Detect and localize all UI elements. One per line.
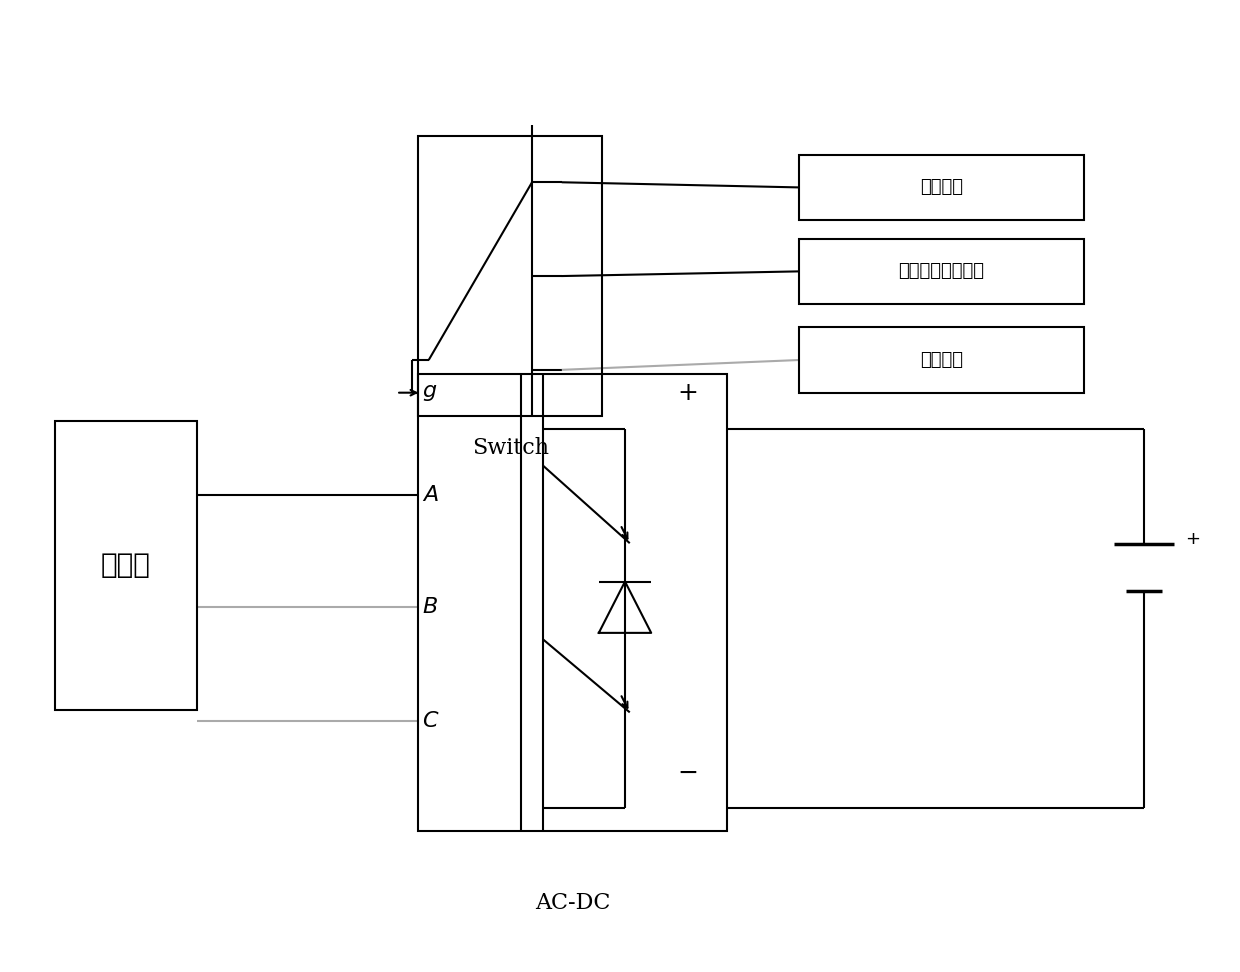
Bar xyxy=(55,421,197,710)
Text: 控制策略切换信号: 控制策略切换信号 xyxy=(899,262,985,280)
Text: $C$: $C$ xyxy=(423,712,440,731)
Bar xyxy=(418,374,727,831)
Bar xyxy=(799,328,1084,393)
Text: +: + xyxy=(1185,530,1200,548)
Text: 下垂控制: 下垂控制 xyxy=(920,351,963,369)
Bar xyxy=(799,155,1084,220)
Text: $g$: $g$ xyxy=(423,383,438,402)
Bar xyxy=(418,136,603,416)
Text: +: + xyxy=(677,381,698,404)
Text: $A$: $A$ xyxy=(423,485,439,505)
Text: 惯性控制: 惯性控制 xyxy=(920,179,963,196)
Text: −: − xyxy=(677,761,698,785)
Bar xyxy=(799,239,1084,304)
Text: $B$: $B$ xyxy=(423,598,438,617)
Text: AC-DC: AC-DC xyxy=(534,892,610,914)
Text: 电网側: 电网側 xyxy=(100,551,151,579)
Text: Switch: Switch xyxy=(472,437,549,460)
